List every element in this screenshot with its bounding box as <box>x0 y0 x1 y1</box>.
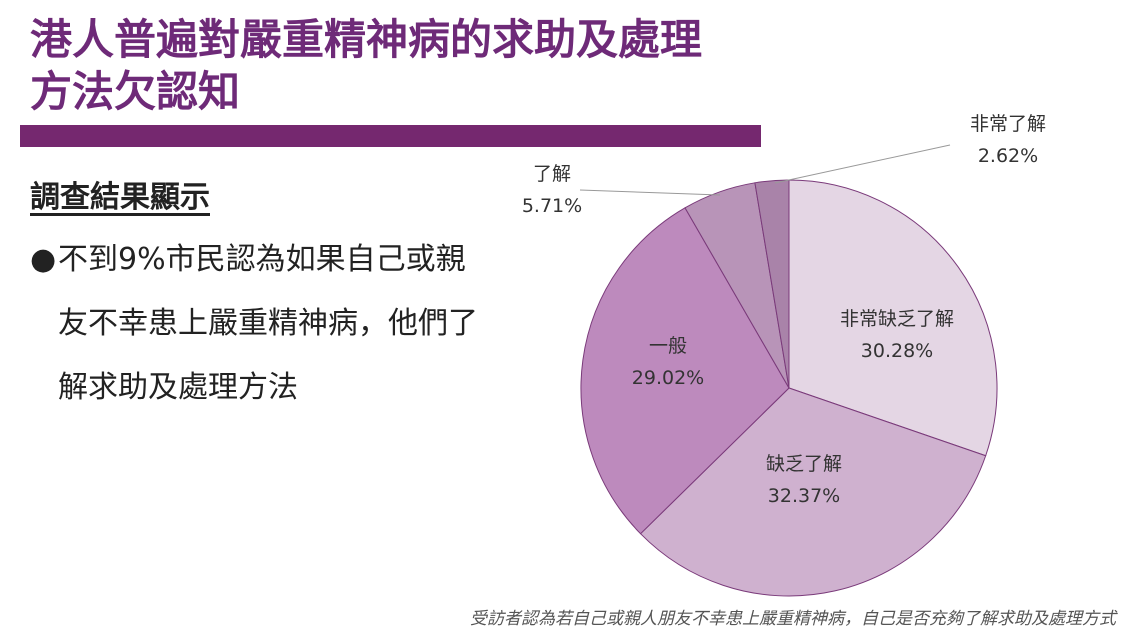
pie-slice <box>580 207 790 535</box>
slice-value-label: 30.28% <box>861 340 933 362</box>
slice-value-label: 32.37% <box>768 485 840 507</box>
slice-value-label: 29.02% <box>632 367 704 389</box>
pie-slice <box>639 387 987 597</box>
slice-value-label: 2.62% <box>978 145 1038 167</box>
pie-slice <box>788 179 998 457</box>
leader-line <box>579 189 721 196</box>
bullet-marker: ● <box>30 242 57 277</box>
title-accent-bar <box>20 125 761 147</box>
slide-title: 港人普遍對嚴重精神病的求助及處理 方法欠認知 <box>30 14 702 118</box>
slice-category-label: 非常了解 <box>970 113 1046 135</box>
title-line-2: 方法欠認知 <box>30 67 241 116</box>
slice-value-label: 5.71% <box>522 195 582 217</box>
slice-category-label: 了解 <box>533 163 571 185</box>
bullet-text: 不到9%市民認為如果自己或親友不幸患上嚴重精神病，他們了解求助及處理方法 <box>58 242 478 405</box>
subheading: 調查結果顯示 <box>30 180 210 215</box>
leader-line <box>774 144 951 184</box>
footnote: 受訪者認為若自己或親人朋友不幸患上嚴重精神病，自己是否充夠了解求助及處理方式 <box>470 609 1116 629</box>
slice-category-label: 缺乏了解 <box>766 453 842 475</box>
title-line-1: 港人普遍對嚴重精神病的求助及處理 <box>30 15 703 64</box>
slice-category-label: 非常缺乏了解 <box>840 308 954 330</box>
slice-category-label: 一般 <box>649 335 687 357</box>
bullet-point: ● 不到9%市民認為如果自己或親友不幸患上嚴重精神病，他們了解求助及處理方法 <box>30 228 480 420</box>
